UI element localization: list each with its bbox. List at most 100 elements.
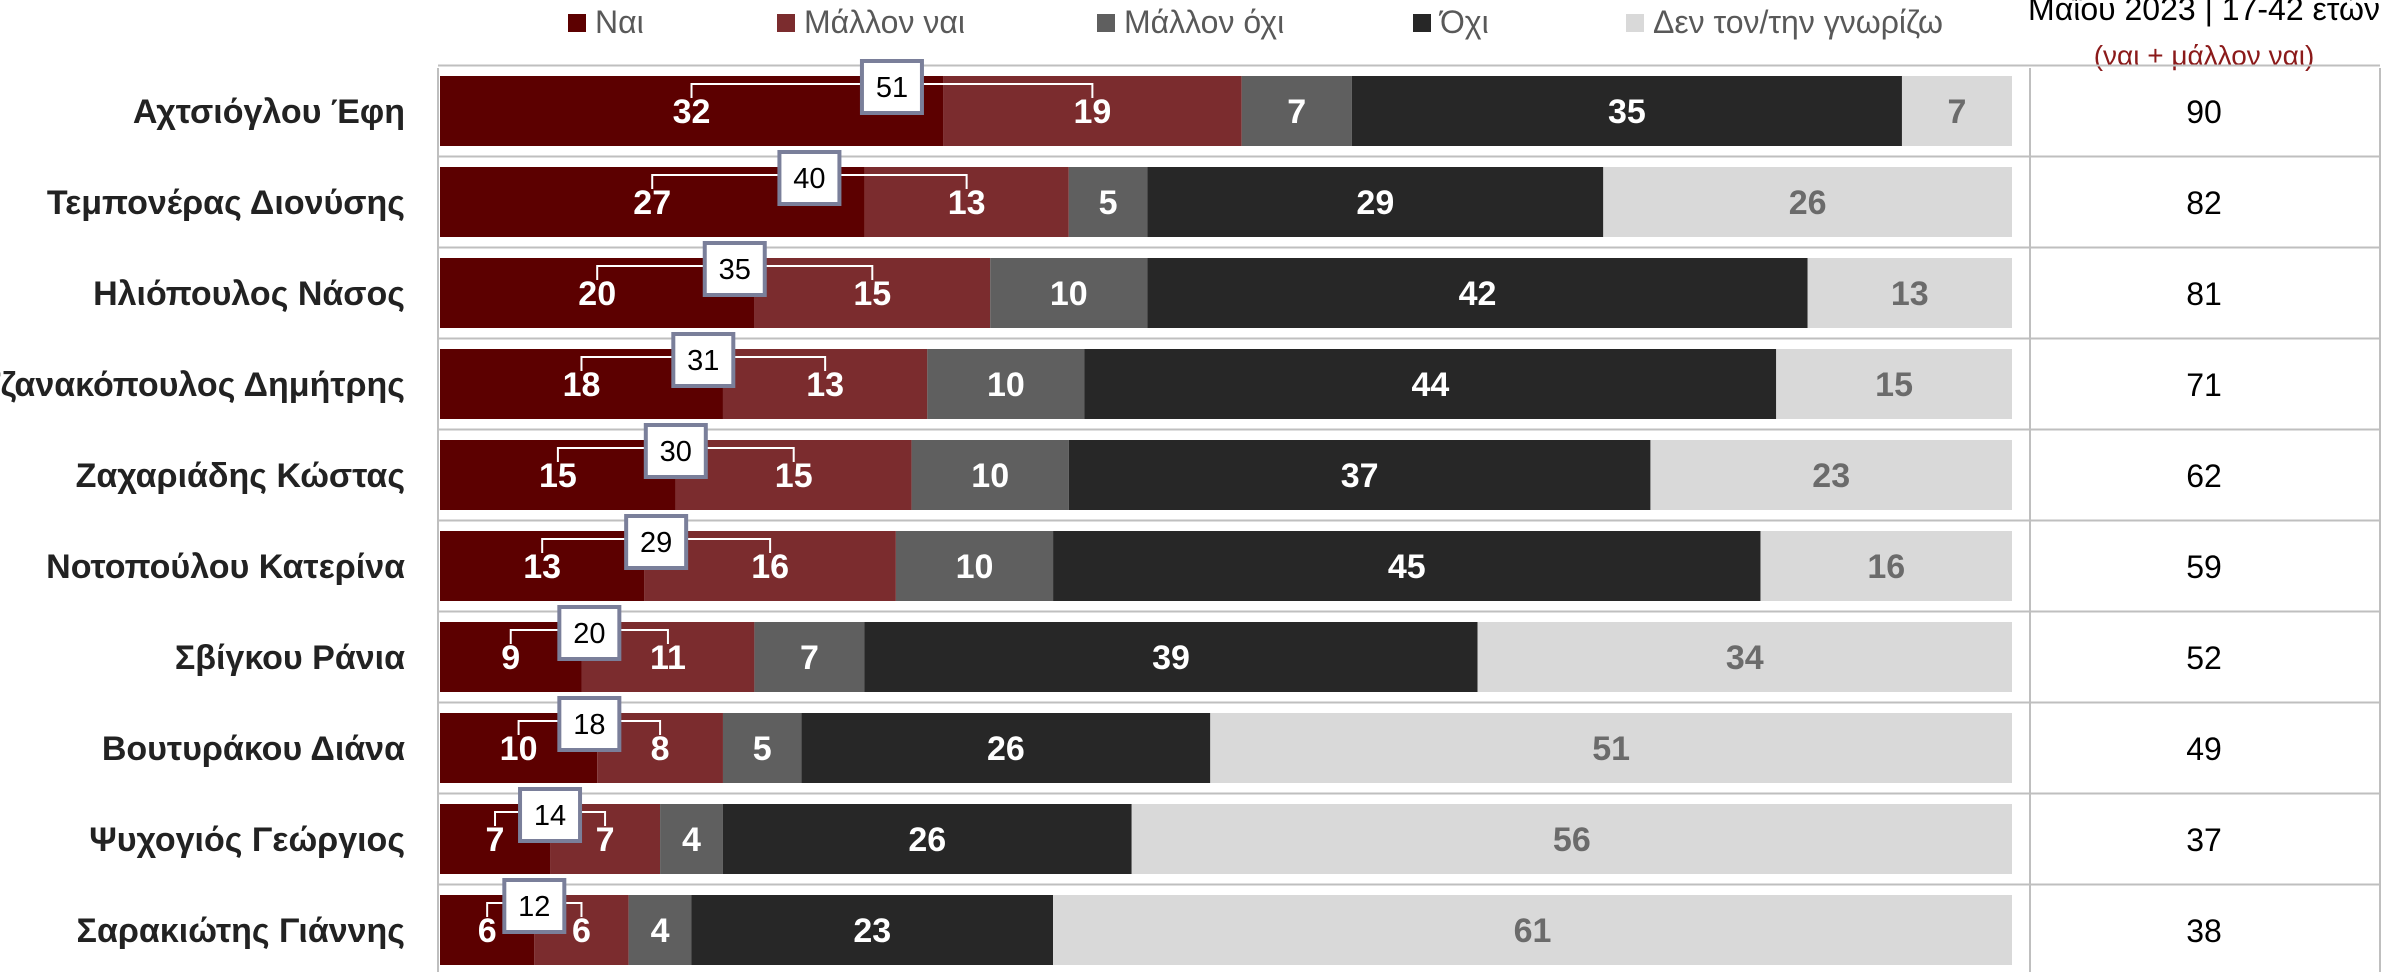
bar-segment	[722, 804, 1132, 874]
segment-value-label: 19	[1073, 93, 1111, 131]
right-column-value: 59	[2186, 549, 2222, 585]
sum-label-box	[777, 150, 842, 206]
legend-item: Όχι	[1413, 4, 1489, 40]
sum-label-box	[502, 878, 567, 934]
bar-row: Ζαχαριάδης Κώστας 15 15 10 37 23 30 62	[76, 423, 2222, 510]
segment-value-label: 7	[596, 821, 615, 859]
legend-label: Δεν τον/την γνωρίζω	[1653, 4, 1943, 40]
sum-label: 20	[573, 618, 605, 650]
segment-value-label: 56	[1553, 821, 1591, 859]
segment-value-label: 5	[1099, 184, 1118, 222]
bar-segment	[895, 531, 1054, 601]
bar-row: Βουτυράκου Διάνα 10 8 5 26 51 18 49	[102, 696, 2222, 783]
bar-segment	[1068, 167, 1148, 237]
segment-value-label: 10	[971, 457, 1009, 495]
bar-segment	[1650, 440, 2012, 510]
right-column-value: 81	[2186, 276, 2222, 312]
sum-label: 51	[876, 72, 908, 104]
bar-segment	[1068, 440, 1651, 510]
segment-value-label: 27	[633, 184, 671, 222]
segment-value-label: 18	[563, 366, 601, 404]
sum-label-box	[643, 423, 708, 479]
segment-value-label: 13	[806, 366, 844, 404]
segment-value-label: 23	[853, 912, 891, 950]
segment-value-label: 7	[1948, 93, 1967, 131]
bar-segment	[990, 258, 1148, 328]
sum-label-box	[702, 241, 767, 297]
legend-swatch	[568, 14, 586, 32]
segment-value-label: 8	[651, 730, 670, 768]
sum-label: 14	[534, 800, 566, 832]
segment-value-label: 35	[1608, 93, 1646, 131]
segment-value-label: 37	[1341, 457, 1379, 495]
bar-segment	[911, 440, 1069, 510]
legend-label: Μάλλον όχι	[1124, 4, 1284, 40]
segment-value-label: 32	[673, 93, 711, 131]
category-label: Αχτσιόγλου Έφη	[133, 93, 405, 131]
bar-segment	[1147, 258, 1808, 328]
segment-value-label: 15	[539, 457, 577, 495]
bar-row: Ηλιόπουλος Νάσος 20 15 10 42 13 35 81	[93, 241, 2222, 328]
right-column-header: Μαΐου 2023 | 17-42 ετών (ναι + μάλλον να…	[2028, 0, 2380, 71]
category-label: Νοτοπούλου Κατερίνα	[46, 548, 405, 586]
right-column-value: 49	[2186, 731, 2222, 767]
segment-value-label: 26	[908, 821, 946, 859]
segment-value-label: 16	[751, 548, 789, 586]
bar-segment	[1210, 713, 2012, 783]
bar-segment	[1147, 167, 1604, 237]
legend-label: Ναι	[595, 4, 644, 40]
legend-swatch	[1413, 14, 1431, 32]
segment-value-label: 15	[1875, 366, 1913, 404]
bar-segment	[1901, 76, 2012, 146]
segment-value-label: 6	[572, 912, 591, 950]
bar-segment	[660, 804, 723, 874]
segment-value-label: 4	[651, 912, 670, 950]
bar-rows: Αχτσιόγλου Έφη 32 19 7 35 7 51 90 Τεμπονέρας Διο…	[0, 59, 2222, 965]
sum-label-box	[518, 787, 583, 843]
bar-segment	[754, 622, 865, 692]
bar-segment	[1131, 804, 2012, 874]
category-label: Τζανακόπουλος Δημήτρης	[0, 366, 405, 404]
right-column-value: 90	[2186, 94, 2222, 130]
category-label: Σαρακιώτης Γιάννης	[77, 912, 405, 950]
bar-segment	[1807, 258, 2012, 328]
grid-lines	[437, 64, 2381, 972]
bar-segment	[1351, 76, 1902, 146]
segment-value-label: 13	[523, 548, 561, 586]
bar-segment	[927, 349, 1085, 419]
bar-row: Αχτσιόγλου Έφη 32 19 7 35 7 51 90	[133, 59, 2222, 146]
sum-label: 29	[640, 527, 672, 559]
segment-value-label: 15	[853, 275, 891, 313]
legend-swatch	[1097, 14, 1115, 32]
sum-label-box	[557, 605, 622, 661]
bar-segment	[801, 713, 1211, 783]
bar-row: Ψυχογιός Γεώργιος 7 7 4 26 56 14 37	[89, 787, 2222, 874]
sum-label: 35	[719, 254, 751, 286]
segment-value-label: 20	[578, 275, 616, 313]
segment-value-label: 10	[500, 730, 538, 768]
segment-value-label: 11	[650, 639, 686, 677]
legend-item: Ναι	[568, 4, 644, 40]
bar-segment	[864, 622, 1478, 692]
right-column-header-line1: Μαΐου 2023 | 17-42 ετών	[2028, 0, 2380, 27]
segment-value-label: 44	[1411, 366, 1449, 404]
right-column-value: 62	[2186, 458, 2222, 494]
segment-value-label: 15	[775, 457, 813, 495]
segment-value-label: 45	[1388, 548, 1426, 586]
bar-row: Σβίγκου Ράνια 9 11 7 39 34 20 52	[175, 605, 2222, 692]
right-column-value: 52	[2186, 640, 2222, 676]
segment-value-label: 16	[1867, 548, 1905, 586]
segment-value-label: 7	[800, 639, 819, 677]
right-column-value: 82	[2186, 185, 2222, 221]
segment-value-label: 26	[987, 730, 1025, 768]
sum-label: 12	[518, 891, 550, 923]
segment-value-label: 7	[1287, 93, 1306, 131]
sum-label-box	[671, 332, 736, 388]
legend-item: Δεν τον/την γνωρίζω	[1626, 4, 1943, 40]
legend-item: Μάλλον ναι	[777, 4, 965, 40]
bar-row: Νοτοπούλου Κατερίνα 13 16 10 45 16 29 59	[46, 514, 2222, 601]
bar-row: Τεμπονέρας Διονύσης 27 13 5 29 26 40 82	[47, 150, 2222, 237]
sum-label-box	[624, 514, 689, 570]
